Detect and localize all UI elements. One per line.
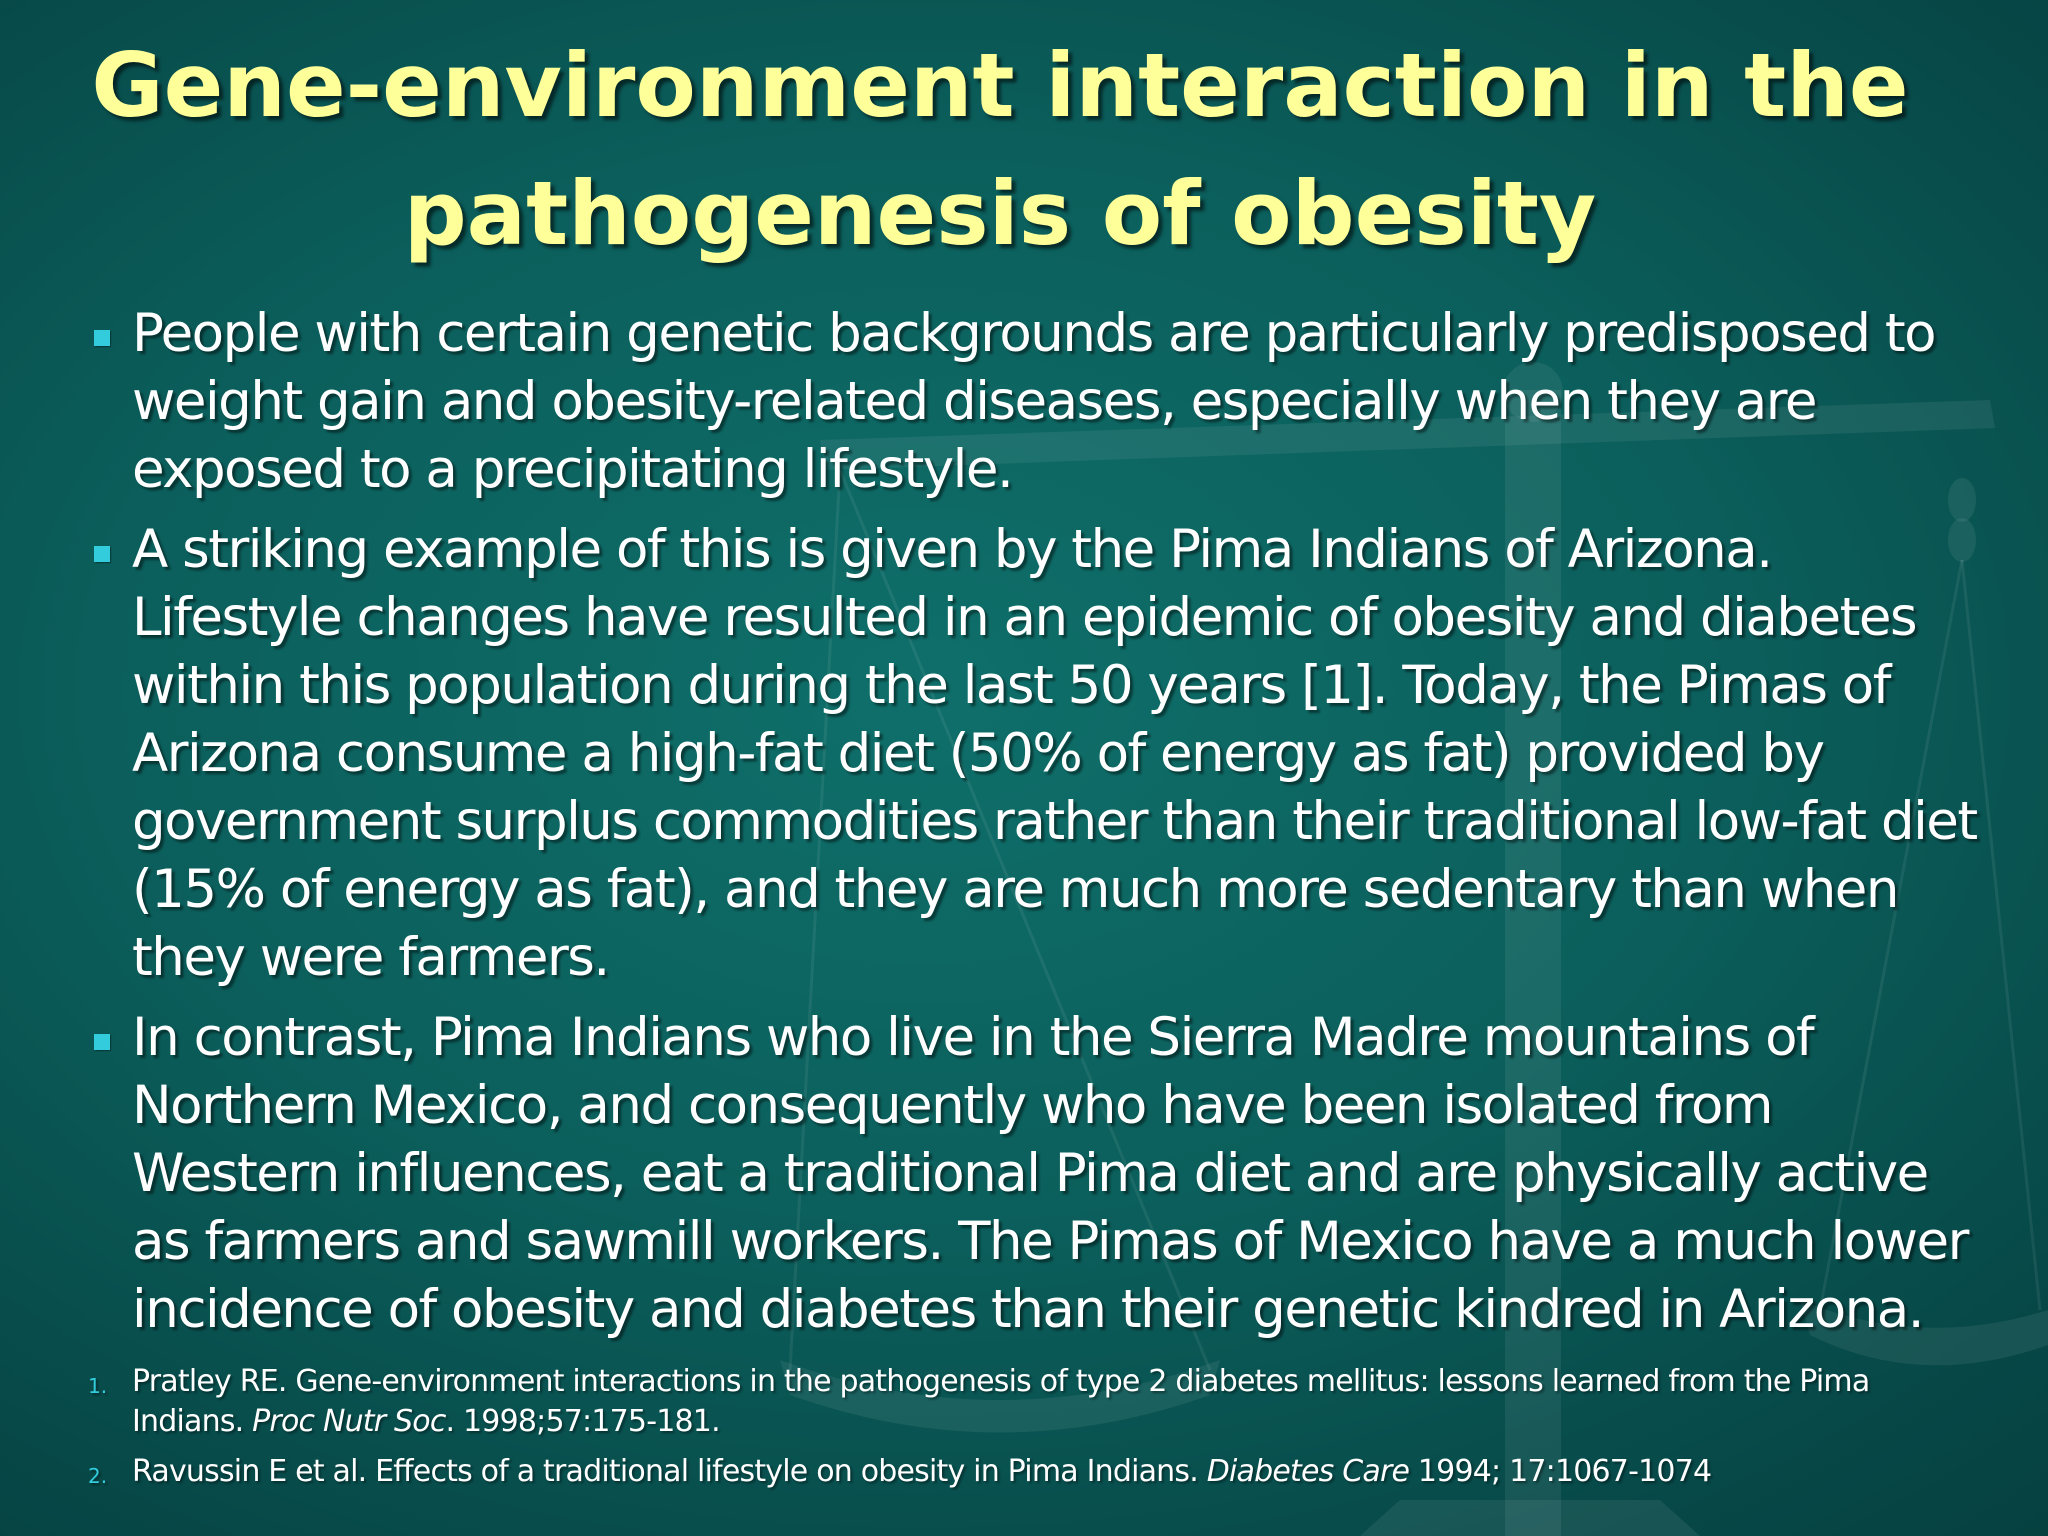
reference-item: 1. Pratley RE. Gene-environment interact… — [60, 1362, 1980, 1442]
slide-title: Gene-environment interaction in the path… — [91, 34, 1909, 265]
reference-list: 1. Pratley RE. Gene-environment interact… — [60, 1362, 1980, 1502]
reference-text: Pratley RE. Gene-environment interaction… — [132, 1364, 1870, 1439]
bullet-item: A striking example of this is given by t… — [90, 516, 1990, 992]
bullet-text: People with certain genetic backgrounds … — [132, 303, 1937, 500]
bullet-item: In contrast, Pima Indians who live in th… — [90, 1004, 1990, 1344]
bullet-text: In contrast, Pima Indians who live in th… — [132, 1007, 1969, 1340]
square-bullet-icon — [94, 546, 110, 562]
square-bullet-icon — [94, 330, 110, 346]
bullet-text: A striking example of this is given by t… — [132, 519, 1978, 988]
reference-citation: . 1998;57:175-181. — [445, 1404, 721, 1439]
reference-text: Ravussin E et al. Effects of a tradition… — [132, 1454, 1207, 1489]
reference-item: 2. Ravussin E et al. Effects of a tradit… — [60, 1452, 1980, 1492]
reference-citation: 1994; 17:1067-1074 — [1409, 1454, 1712, 1489]
square-bullet-icon — [94, 1034, 110, 1050]
reference-journal: Proc Nutr Soc — [252, 1404, 446, 1439]
reference-number: 1. — [88, 1374, 108, 1398]
reference-journal: Diabetes Care — [1206, 1454, 1410, 1489]
reference-number: 2. — [88, 1464, 108, 1488]
bullet-item: People with certain genetic backgrounds … — [90, 300, 1990, 504]
bullet-list: People with certain genetic backgrounds … — [90, 300, 1990, 1356]
